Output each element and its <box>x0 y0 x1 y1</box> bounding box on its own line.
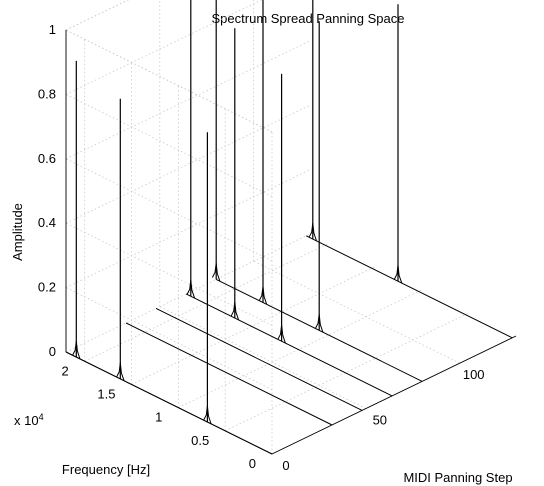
grid-line-left-z <box>66 159 272 261</box>
series-slice <box>156 308 362 410</box>
grid-line-floor-y <box>225 313 469 431</box>
z-tick-label: 0.8 <box>38 86 56 101</box>
top-left-edge <box>66 30 272 132</box>
grid-line-back-z <box>66 105 310 223</box>
grid-line-left-z <box>66 94 272 196</box>
grid-line-floor-y <box>132 267 376 385</box>
series-baseline <box>156 308 362 410</box>
y-tick-label: 0.5 <box>191 433 209 448</box>
grid-line-left-z <box>66 223 272 325</box>
grid-line-left-z <box>66 30 272 132</box>
series-slice <box>212 0 422 381</box>
x-axis-line <box>272 336 516 454</box>
z-axis-label: Amplitude <box>10 203 25 261</box>
y-tick-label: 1.5 <box>97 387 115 402</box>
series-baseline <box>66 352 272 454</box>
grid-line-floor-y <box>178 290 422 408</box>
grid-line-floor-x <box>160 307 366 409</box>
x-tick-label: 50 <box>373 413 387 428</box>
y-exponent-base: x 10 <box>14 413 39 428</box>
grid-line-left-z <box>66 288 272 390</box>
z-tick-label: 0.6 <box>38 151 56 166</box>
y-tick-label: 0 <box>249 456 256 471</box>
series-layer <box>66 0 512 454</box>
z-tick-label: 0.4 <box>38 215 56 230</box>
z-tick-label: 1 <box>49 22 56 37</box>
y-exponent-power: 4 <box>39 412 44 422</box>
series-baseline <box>306 236 512 338</box>
chart-title: Spectrum Spread Panning Space <box>212 11 405 26</box>
grid-line-floor-x <box>254 261 460 363</box>
y-exponent-label: x 104 <box>14 412 44 428</box>
x-tick-label: 0 <box>282 458 289 473</box>
x-axis-label: MIDI Panning Step <box>403 470 512 485</box>
x-tick-label: 100 <box>463 367 485 382</box>
z-tick-label: 0.2 <box>38 280 56 295</box>
y-axis-label: Frequency [Hz] <box>62 462 150 477</box>
grid-line-back-z <box>66 170 310 288</box>
series-slice <box>186 0 392 396</box>
grid-line-back-z <box>66 41 310 159</box>
z-tick-label: 0 <box>49 344 56 359</box>
y-tick-label: 2 <box>61 363 68 378</box>
series-baseline <box>186 294 392 396</box>
series-slice <box>306 0 512 338</box>
y-tick-label: 1 <box>155 410 162 425</box>
axes-box <box>66 30 516 454</box>
